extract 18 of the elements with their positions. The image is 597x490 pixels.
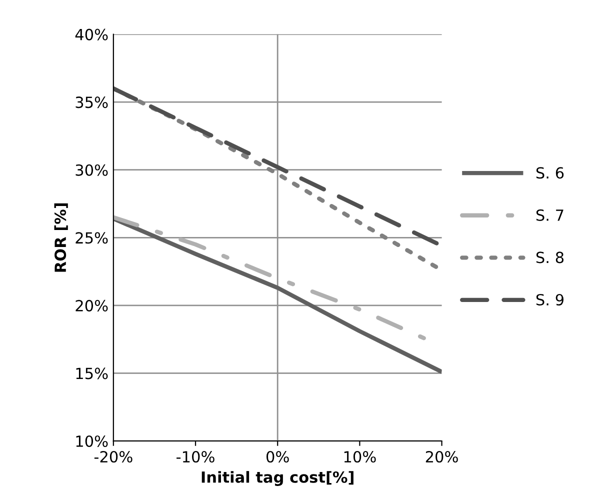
x-tick-label: 0%	[266, 450, 289, 463]
y-tick-label: 20%	[76, 300, 108, 312]
x-tick-label: 20%	[426, 450, 458, 463]
y-tick-label: 25%	[76, 232, 108, 244]
y-axis-title: ROR [%]	[54, 203, 68, 272]
y-tick-label: 30%	[76, 164, 108, 176]
y-tick-label: 15%	[76, 368, 108, 380]
x-tick-label: -20%	[94, 450, 132, 463]
x-axis-title: Initial tag cost[%]	[202, 471, 354, 486]
legend-label: S. 6	[536, 167, 564, 179]
legend-label: S. 8	[536, 252, 564, 264]
legend-label: S. 7	[536, 209, 564, 221]
x-tick-label: -10%	[176, 450, 214, 463]
y-tick-label: 40%	[75, 28, 108, 40]
x-tick-label: 10%	[344, 450, 376, 463]
y-tick-label: 10%	[76, 435, 108, 448]
y-tick-label: 35%	[76, 96, 108, 108]
legend-label: S. 9	[536, 294, 564, 306]
